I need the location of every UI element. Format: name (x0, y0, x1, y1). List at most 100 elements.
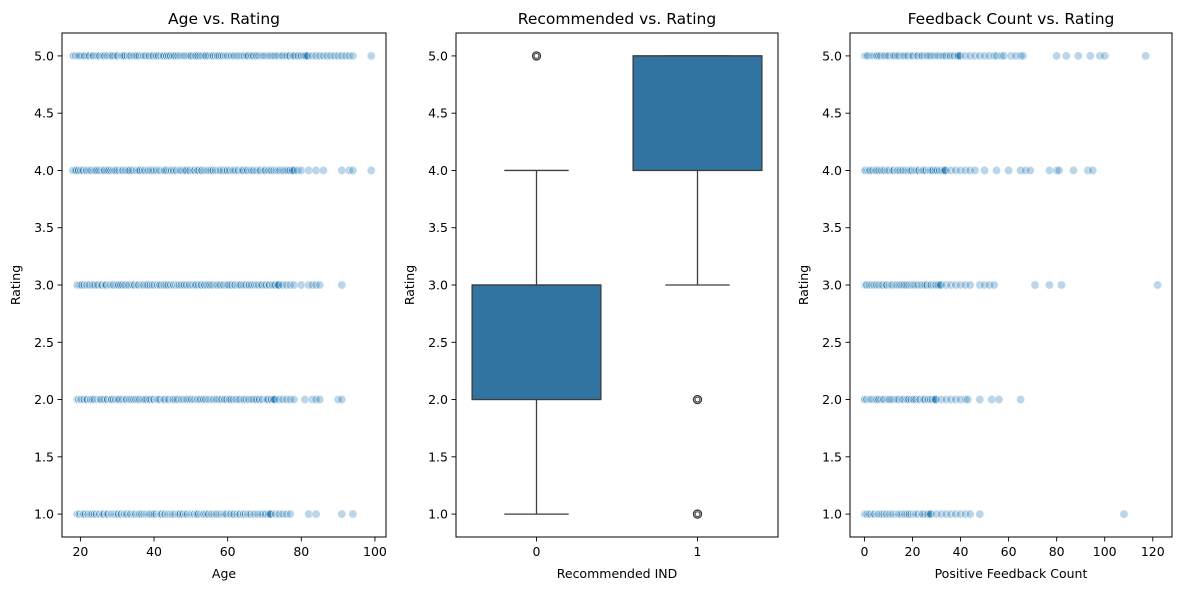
scatter-point (1030, 280, 1040, 290)
plot-frame (455, 32, 779, 538)
chart-title: Feedback Count vs. Rating (908, 10, 1115, 28)
scatter-point (337, 395, 347, 405)
scatter-point (344, 165, 354, 175)
x-tick-label: 60 (220, 544, 236, 559)
scatter-point (311, 280, 321, 290)
scatter-point (965, 280, 975, 290)
scatter-point (975, 509, 985, 519)
y-tick-label: 4.5 (428, 106, 448, 121)
x-tick-label: 80 (293, 544, 309, 559)
scatter-point (992, 165, 1002, 175)
scatter-point (1011, 51, 1021, 61)
scatter-point (984, 280, 994, 290)
scatter-point (366, 51, 376, 61)
scatter-point (348, 165, 358, 175)
scatter-point (274, 395, 284, 405)
scatter-point (1100, 51, 1110, 61)
scatter-point (960, 280, 970, 290)
scatter-points (860, 51, 1163, 519)
scatter-point (970, 165, 980, 175)
scatter-point (1004, 165, 1014, 175)
scatter-point (285, 280, 295, 290)
scatter-point (955, 51, 965, 61)
scatter-point (337, 280, 347, 290)
scatter-point (956, 509, 966, 519)
scatter-point (278, 509, 288, 519)
y-tick-label: 4.0 (428, 163, 448, 178)
scatter-point (333, 51, 343, 61)
scatter-point (975, 51, 985, 61)
scatter-point (282, 280, 292, 290)
y-tick-label: 1.5 (822, 449, 842, 464)
scatter-point (992, 51, 1002, 61)
scatter-point (960, 165, 970, 175)
scatter-point (980, 165, 990, 175)
scatter-point (946, 280, 956, 290)
scatter-point (337, 509, 347, 519)
scatter-point (282, 395, 292, 405)
scatter-point (1006, 51, 1016, 61)
scatter-point (315, 51, 325, 61)
scatter-point (337, 165, 347, 175)
chart-panel-1: Age vs. Rating 1.0 1.5 2.0 2.5 3.0 3.5 4.0 4.5 5.… (8, 10, 387, 581)
scatter-point (1016, 165, 1026, 175)
scatter-point (987, 395, 997, 405)
scatter-point (285, 395, 295, 405)
y-axis-label: Rating (402, 265, 417, 305)
scatter-point (289, 165, 299, 175)
scatter-point (956, 165, 966, 175)
scatter-point (337, 51, 347, 61)
scatter-point (333, 395, 343, 405)
chart-title: Age vs. Rating (168, 10, 280, 28)
scatter-points (68, 51, 376, 519)
scatter-point (348, 509, 358, 519)
scatter-point (1016, 395, 1026, 405)
y-tick-label: 1.0 (34, 507, 54, 522)
y-tick-label: 2.5 (34, 335, 54, 350)
scatter-point (315, 395, 325, 405)
scatter-point (278, 395, 288, 405)
scatter-point (1052, 165, 1062, 175)
y-tick-label: 2.0 (428, 392, 448, 407)
scatter-point (960, 51, 970, 61)
scatter-point (946, 165, 956, 175)
scatter-point (1068, 165, 1078, 175)
scatter-point (941, 165, 951, 175)
scatter-point (941, 280, 951, 290)
scatter-point (285, 509, 295, 519)
x-tick-label: 120 (1141, 544, 1165, 559)
scatter-point (1016, 51, 1026, 61)
scatter-point (1141, 51, 1151, 61)
scatter-point (1018, 51, 1028, 61)
x-tick-label: 0 (860, 544, 868, 559)
chart-title: Recommended vs. Rating (518, 10, 716, 28)
x-axis-label: Positive Feedback Count (935, 566, 1088, 581)
y-tick-label: 3.0 (822, 278, 842, 293)
scatter-point (946, 395, 956, 405)
scatter-point (1153, 280, 1163, 290)
scatter-point (951, 395, 961, 405)
outlier (533, 53, 540, 59)
scatter-point (307, 280, 317, 290)
plot-frame (61, 32, 387, 538)
scatter-point (344, 51, 354, 61)
box-body (471, 284, 602, 401)
scatter-point (1052, 51, 1062, 61)
scatter-point (989, 280, 999, 290)
scatter-point (951, 165, 961, 175)
scatter-point (366, 165, 376, 175)
scatter-point (996, 51, 1006, 61)
scatter-point (1025, 165, 1035, 175)
y-tick-label: 3.5 (822, 220, 842, 235)
outlier (531, 51, 542, 61)
scatter-point (271, 509, 281, 519)
scatter-point (311, 395, 321, 405)
y-axis-label: Rating (796, 265, 811, 305)
scatter-point (311, 509, 321, 519)
scatter-point (1083, 165, 1093, 175)
scatter-point (951, 509, 961, 519)
y-tick-label: 2.0 (822, 392, 842, 407)
scatter-point (980, 51, 990, 61)
scatter-point (304, 165, 314, 175)
outlier (692, 509, 703, 519)
